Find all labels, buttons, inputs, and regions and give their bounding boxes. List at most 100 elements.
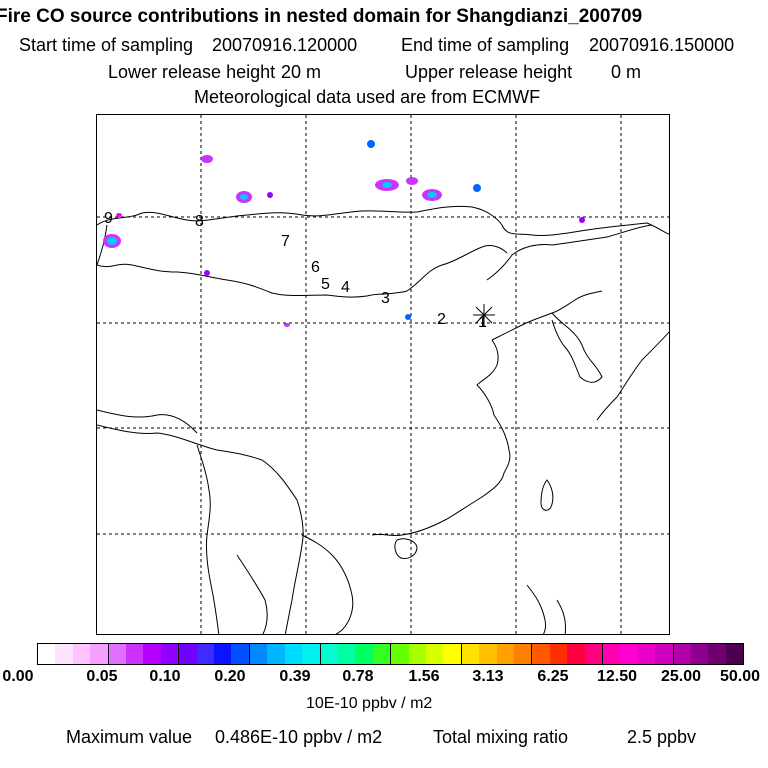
colorbar-cell (72, 644, 91, 664)
indochina-border (97, 424, 304, 634)
myanmar-border (196, 444, 220, 634)
plume-patch (204, 270, 210, 276)
korea-border (491, 290, 603, 341)
start-time-label: Start time of sampling (19, 35, 194, 55)
vietnam-coast (301, 534, 354, 634)
mongolia-border (97, 245, 508, 298)
colorbar-tick-label: 25.00 (660, 668, 702, 685)
colorbar-cell (408, 644, 426, 664)
plume-patch (367, 140, 375, 148)
colorbar-cell (425, 644, 444, 664)
plume-patch (382, 182, 392, 188)
colorbar-cell (372, 644, 392, 664)
colorbar-cell (532, 644, 550, 664)
thailand-gulf (236, 554, 268, 634)
colorbar-cell (337, 644, 356, 664)
total-mixing-label: Total mixing ratio (433, 727, 569, 747)
end-time-value: 20070916.150000 (589, 35, 735, 55)
colorbar-tick-label: 6.25 (537, 668, 569, 685)
colorbar-tick-label: 0.00 (2, 668, 34, 685)
colorbar-cell (196, 644, 215, 664)
plume-patch (406, 177, 418, 185)
plume-patch (473, 184, 481, 192)
colorbar-cell (143, 644, 161, 664)
map-frame: 1 2 3 4 5 6 7 8 9 (96, 114, 670, 635)
india-border (97, 409, 198, 434)
colorbar-cell (479, 644, 497, 664)
upper-release-value: 0 m (611, 62, 642, 82)
colorbar-cell (126, 644, 144, 664)
ne-china-border (486, 224, 653, 281)
plume-patch (579, 217, 585, 223)
china-coast-east (371, 414, 511, 537)
colorbar-cell (38, 644, 56, 664)
colorbar-tick-label: 0.05 (86, 668, 118, 685)
colorbar-cell (620, 644, 638, 664)
lower-release-label: Lower release height (108, 62, 276, 82)
colorbar-cell (567, 644, 585, 664)
colorbar-cell (249, 644, 268, 664)
colorbar-cell (496, 644, 514, 664)
colorbar-cell (513, 644, 533, 664)
colorbar-cell (708, 644, 726, 664)
trajectory-label-3: 3 (381, 290, 390, 307)
colorbar-cell (160, 644, 180, 664)
receptor-star-marker (473, 304, 495, 326)
colorbar-cell (108, 644, 127, 664)
colorbar-tick-label: 3.13 (472, 668, 504, 685)
colorbar-tick-label: 0.20 (214, 668, 246, 685)
colorbar-cell (461, 644, 480, 664)
colorbar-cell (231, 644, 250, 664)
colorbar-tick-label: 12.50 (596, 668, 638, 685)
trajectory-label-6: 6 (311, 259, 320, 276)
taiwan-island (540, 479, 554, 511)
korea-peninsula (551, 312, 603, 383)
kazakh-border (97, 224, 108, 266)
max-value-label: Maximum value (66, 727, 193, 747)
start-time-value: 20070916.120000 (212, 35, 358, 55)
trajectory-label-8: 8 (195, 213, 204, 230)
colorbar-cell (584, 644, 603, 664)
japan-coast (596, 331, 669, 421)
colorbar-tick-label: 50.00 (719, 668, 761, 685)
trajectory-label-5: 5 (321, 276, 330, 293)
colorbar-cell (725, 644, 744, 664)
colorbar-cell (302, 644, 321, 664)
colorbar-cell (391, 644, 409, 664)
colorbar (37, 643, 744, 665)
trajectory-label-7: 7 (281, 233, 290, 250)
trajectory-label-1: 1 (478, 314, 487, 331)
trajectory-label-2: 2 (437, 311, 446, 328)
colorbar-tick-label: 1.56 (408, 668, 440, 685)
colorbar-cell (443, 644, 462, 664)
colorbar-tick-label: 0.39 (279, 668, 311, 685)
plume-patches (103, 140, 585, 327)
colorbar-cell (90, 644, 109, 664)
upper-release-label: Upper release height (405, 62, 573, 82)
trajectory-label-9: 9 (104, 210, 113, 227)
colorbar-cell (355, 644, 373, 664)
colorbar-cell (214, 644, 232, 664)
map-title: Fire CO source contributions in nested d… (0, 6, 643, 27)
grid-lines (97, 115, 669, 634)
plume-patch (116, 213, 122, 217)
colorbar-cell (603, 644, 621, 664)
colorbar-cell (655, 644, 674, 664)
map-borders (97, 205, 669, 634)
colorbar-tick-label: 0.78 (342, 668, 374, 685)
colorbar-tick-label: 0.10 (149, 668, 181, 685)
colorbar-cell (284, 644, 303, 664)
trajectory-label-4: 4 (341, 279, 350, 296)
end-time-label: End time of sampling (401, 35, 570, 55)
met-data-line: Meteorological data used are from ECMWF (194, 87, 541, 107)
philippines (526, 584, 566, 634)
china-coast-north (476, 339, 499, 416)
max-value: 0.486E-10 ppbv / m2 (215, 727, 383, 747)
lower-release-value: 20 m (281, 62, 322, 82)
total-mixing-value: 2.5 ppbv (627, 727, 697, 747)
plume-patch (284, 323, 290, 327)
colorbar-ticks: 0.00 0.05 0.10 0.20 0.39 0.78 1.56 3.13 … (0, 668, 768, 688)
colorbar-cell (673, 644, 692, 664)
plume-patch (267, 192, 273, 198)
map-canvas (97, 115, 669, 634)
